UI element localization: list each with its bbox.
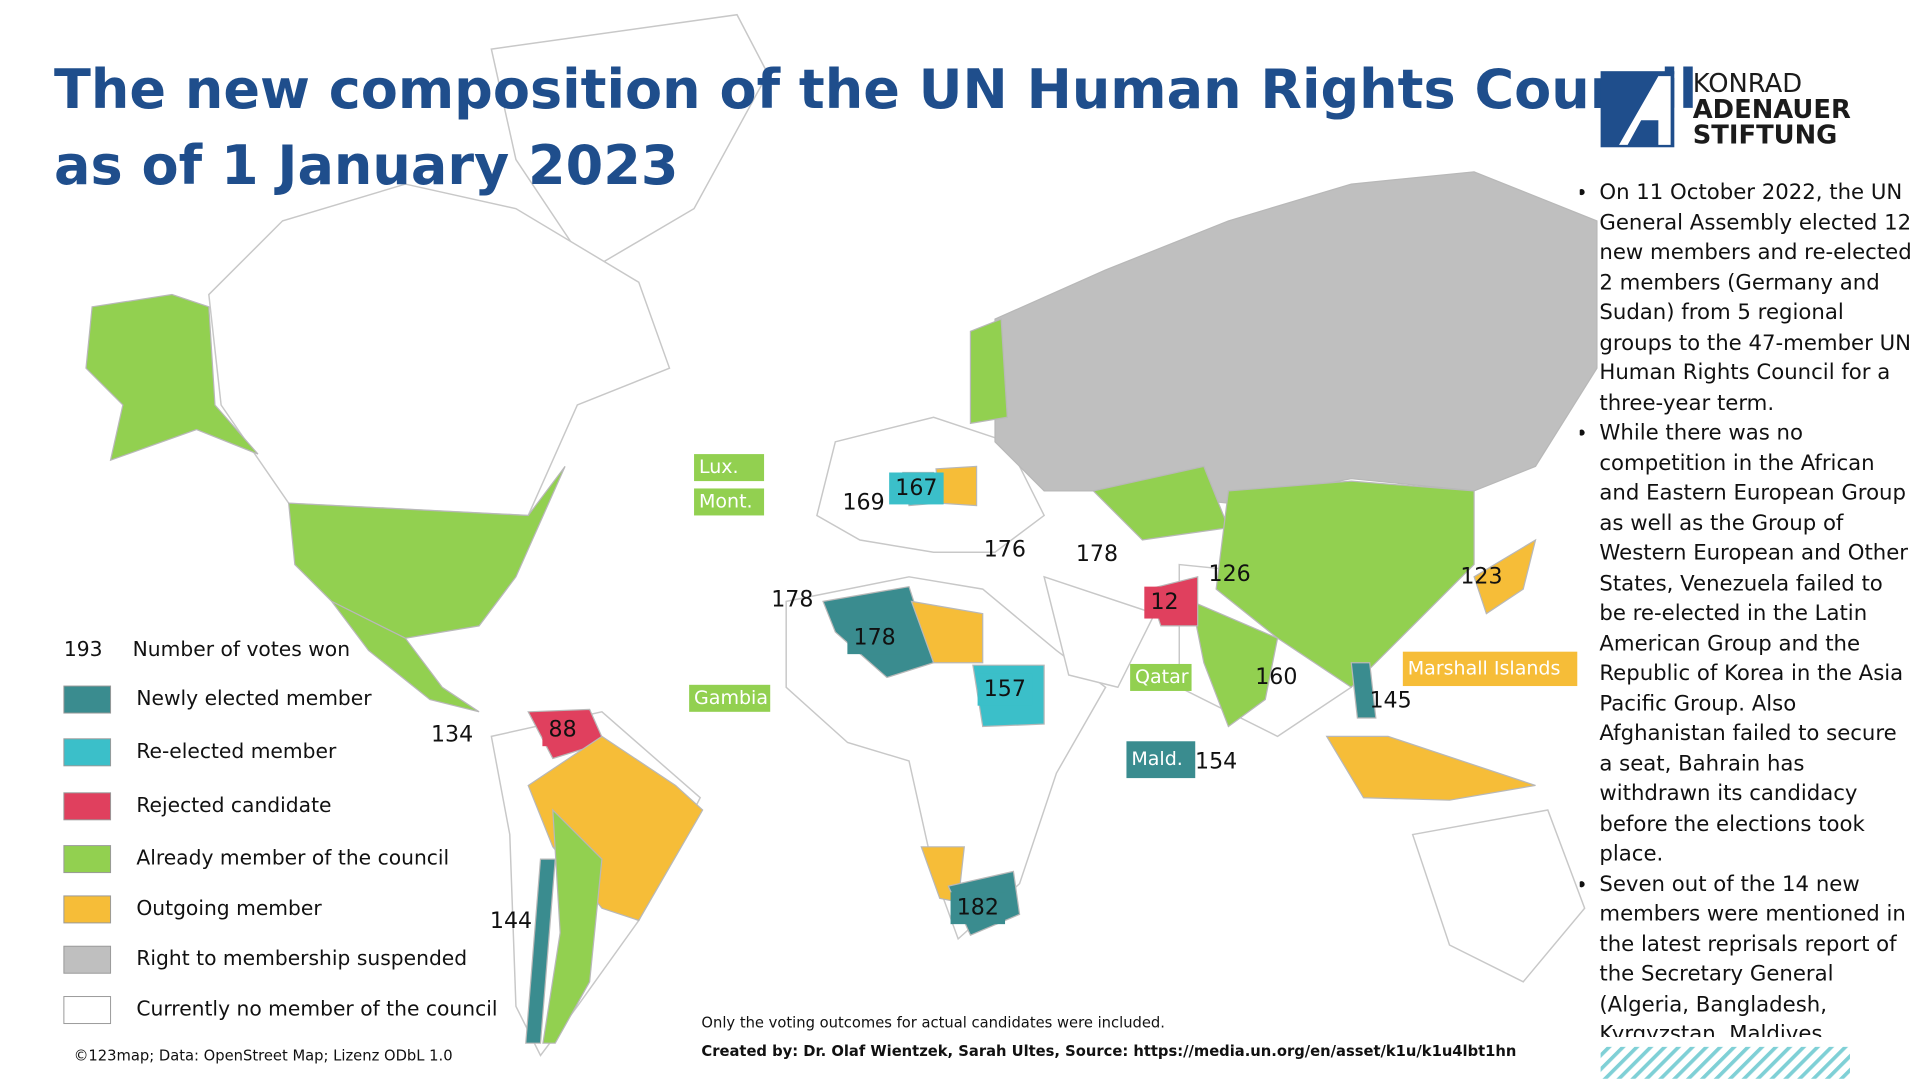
legend-label: Currently no member of the council (136, 997, 497, 1021)
canada (208, 183, 671, 517)
arabia (1043, 575, 1156, 689)
created-by: Created by: Dr. Olaf Wientzek, Sarah Ult… (701, 1043, 1516, 1060)
country-argentina (542, 808, 603, 1044)
title-line: The new composition of the UN Human Righ… (54, 58, 1697, 121)
legend-swatch (63, 845, 112, 874)
country-finland (969, 318, 1008, 425)
vote-label: 154 (1195, 749, 1237, 775)
bullet: Seven out of the 14 new members were men… (1599, 870, 1913, 1037)
name-box (694, 488, 765, 516)
country-india (1190, 600, 1279, 728)
vote-badge (889, 472, 944, 505)
vote-label: 160 (1255, 664, 1297, 690)
country-usa (287, 465, 566, 639)
footnote: Only the voting outcomes for actual cand… (701, 1015, 1165, 1032)
logo-glyph (1619, 76, 1671, 145)
legend: 193 Number of votes won Newly elected me… (63, 637, 497, 1025)
legend-label: Newly elected member (136, 686, 372, 710)
hatch-bar (1600, 1046, 1850, 1079)
country-mexico (331, 600, 480, 713)
vote-label: 126 (1209, 561, 1251, 587)
country-libya (910, 600, 984, 664)
legend-label: Re-elected member (136, 739, 337, 763)
legend-label: Outgoing member (136, 896, 322, 920)
vote-label: 157 (984, 676, 1026, 702)
name-box (689, 684, 771, 712)
legend-label: Already member of the council (136, 846, 449, 870)
vote-badge (950, 892, 1006, 925)
world-map (85, 13, 1598, 1057)
legend-swatch (63, 792, 112, 821)
legend-swatch (63, 738, 112, 767)
title-line: as of 1 January 2023 (54, 134, 678, 197)
vote-label: 178 (1076, 541, 1118, 567)
country-russia (994, 171, 1598, 504)
vote-labels: 167 169 176 178 178 178 126 12 123 88 134 157 160 145… (431, 472, 1503, 934)
legend-sample-value: 193 (64, 637, 103, 661)
vote-label: 182 (957, 895, 999, 921)
legend-swatch (63, 996, 112, 1025)
name-box (1130, 663, 1192, 691)
vote-label: 123 (1460, 563, 1502, 589)
vote-label: 167 (895, 475, 937, 501)
vote-label: 169 (842, 490, 884, 516)
bullet: While there was no competition in the Af… (1599, 419, 1913, 870)
vote-label: 134 (431, 722, 473, 748)
logo-text: STIFTUNG (1693, 121, 1838, 151)
vote-label: 12 (1150, 589, 1178, 615)
bullet: On 11 October 2022, the UN General Assem… (1599, 178, 1913, 419)
name-box-label: Mont. (699, 490, 753, 512)
vote-label: 178 (854, 625, 896, 651)
legend-swatch (63, 945, 112, 974)
country-japan (1473, 538, 1537, 615)
vote-label: 178 (771, 587, 813, 613)
country-china (1215, 480, 1475, 689)
vote-badge (1144, 586, 1185, 619)
logo-text: KONRAD (1693, 69, 1802, 99)
name-box-label: Lux. (699, 456, 739, 478)
vote-badge (847, 622, 902, 655)
vote-label: 144 (490, 908, 532, 934)
bullet-list: On 11 October 2022, the UN General Assem… (1580, 178, 1914, 1037)
name-box (1126, 741, 1196, 779)
australia (1411, 809, 1586, 983)
vote-label: 176 (984, 536, 1026, 562)
name-box-label: Qatar (1135, 666, 1189, 688)
vote-badge (542, 714, 583, 747)
name-box-label: Mald. (1131, 748, 1182, 770)
vote-label: 145 (1369, 687, 1411, 713)
bullets: On 11 October 2022, the UN General Assem… (1580, 178, 1914, 1037)
name-box (694, 454, 765, 482)
country-alaska (85, 293, 259, 462)
logo-text: ADENAUER (1693, 95, 1851, 125)
legend-label: Rejected candidate (136, 793, 331, 817)
name-boxes: Lux. Mont. Gambia Qatar Marshall Islands Mald… (689, 454, 1578, 779)
map-credit: ©123map; Data: OpenStreet Map; Lizenz OD… (74, 1048, 453, 1065)
name-box-label: Gambia (694, 687, 768, 709)
name-box (1402, 651, 1578, 687)
country-indonesia (1325, 735, 1536, 801)
vote-badge (977, 673, 1033, 706)
greenland (490, 13, 769, 271)
bullets-container: On 11 October 2022, the UN General Assem… (1580, 178, 1914, 1037)
name-box-label: Marshall Islands (1408, 657, 1561, 679)
legend-swatch (63, 685, 112, 714)
legend-sample-text: Number of votes won (133, 637, 350, 661)
legend-label: Right to membership suspended (136, 946, 467, 970)
country-vietnam (1350, 662, 1377, 719)
vote-label: 88 (549, 717, 577, 743)
legend-swatch (63, 895, 112, 924)
country-chile (525, 858, 556, 1044)
